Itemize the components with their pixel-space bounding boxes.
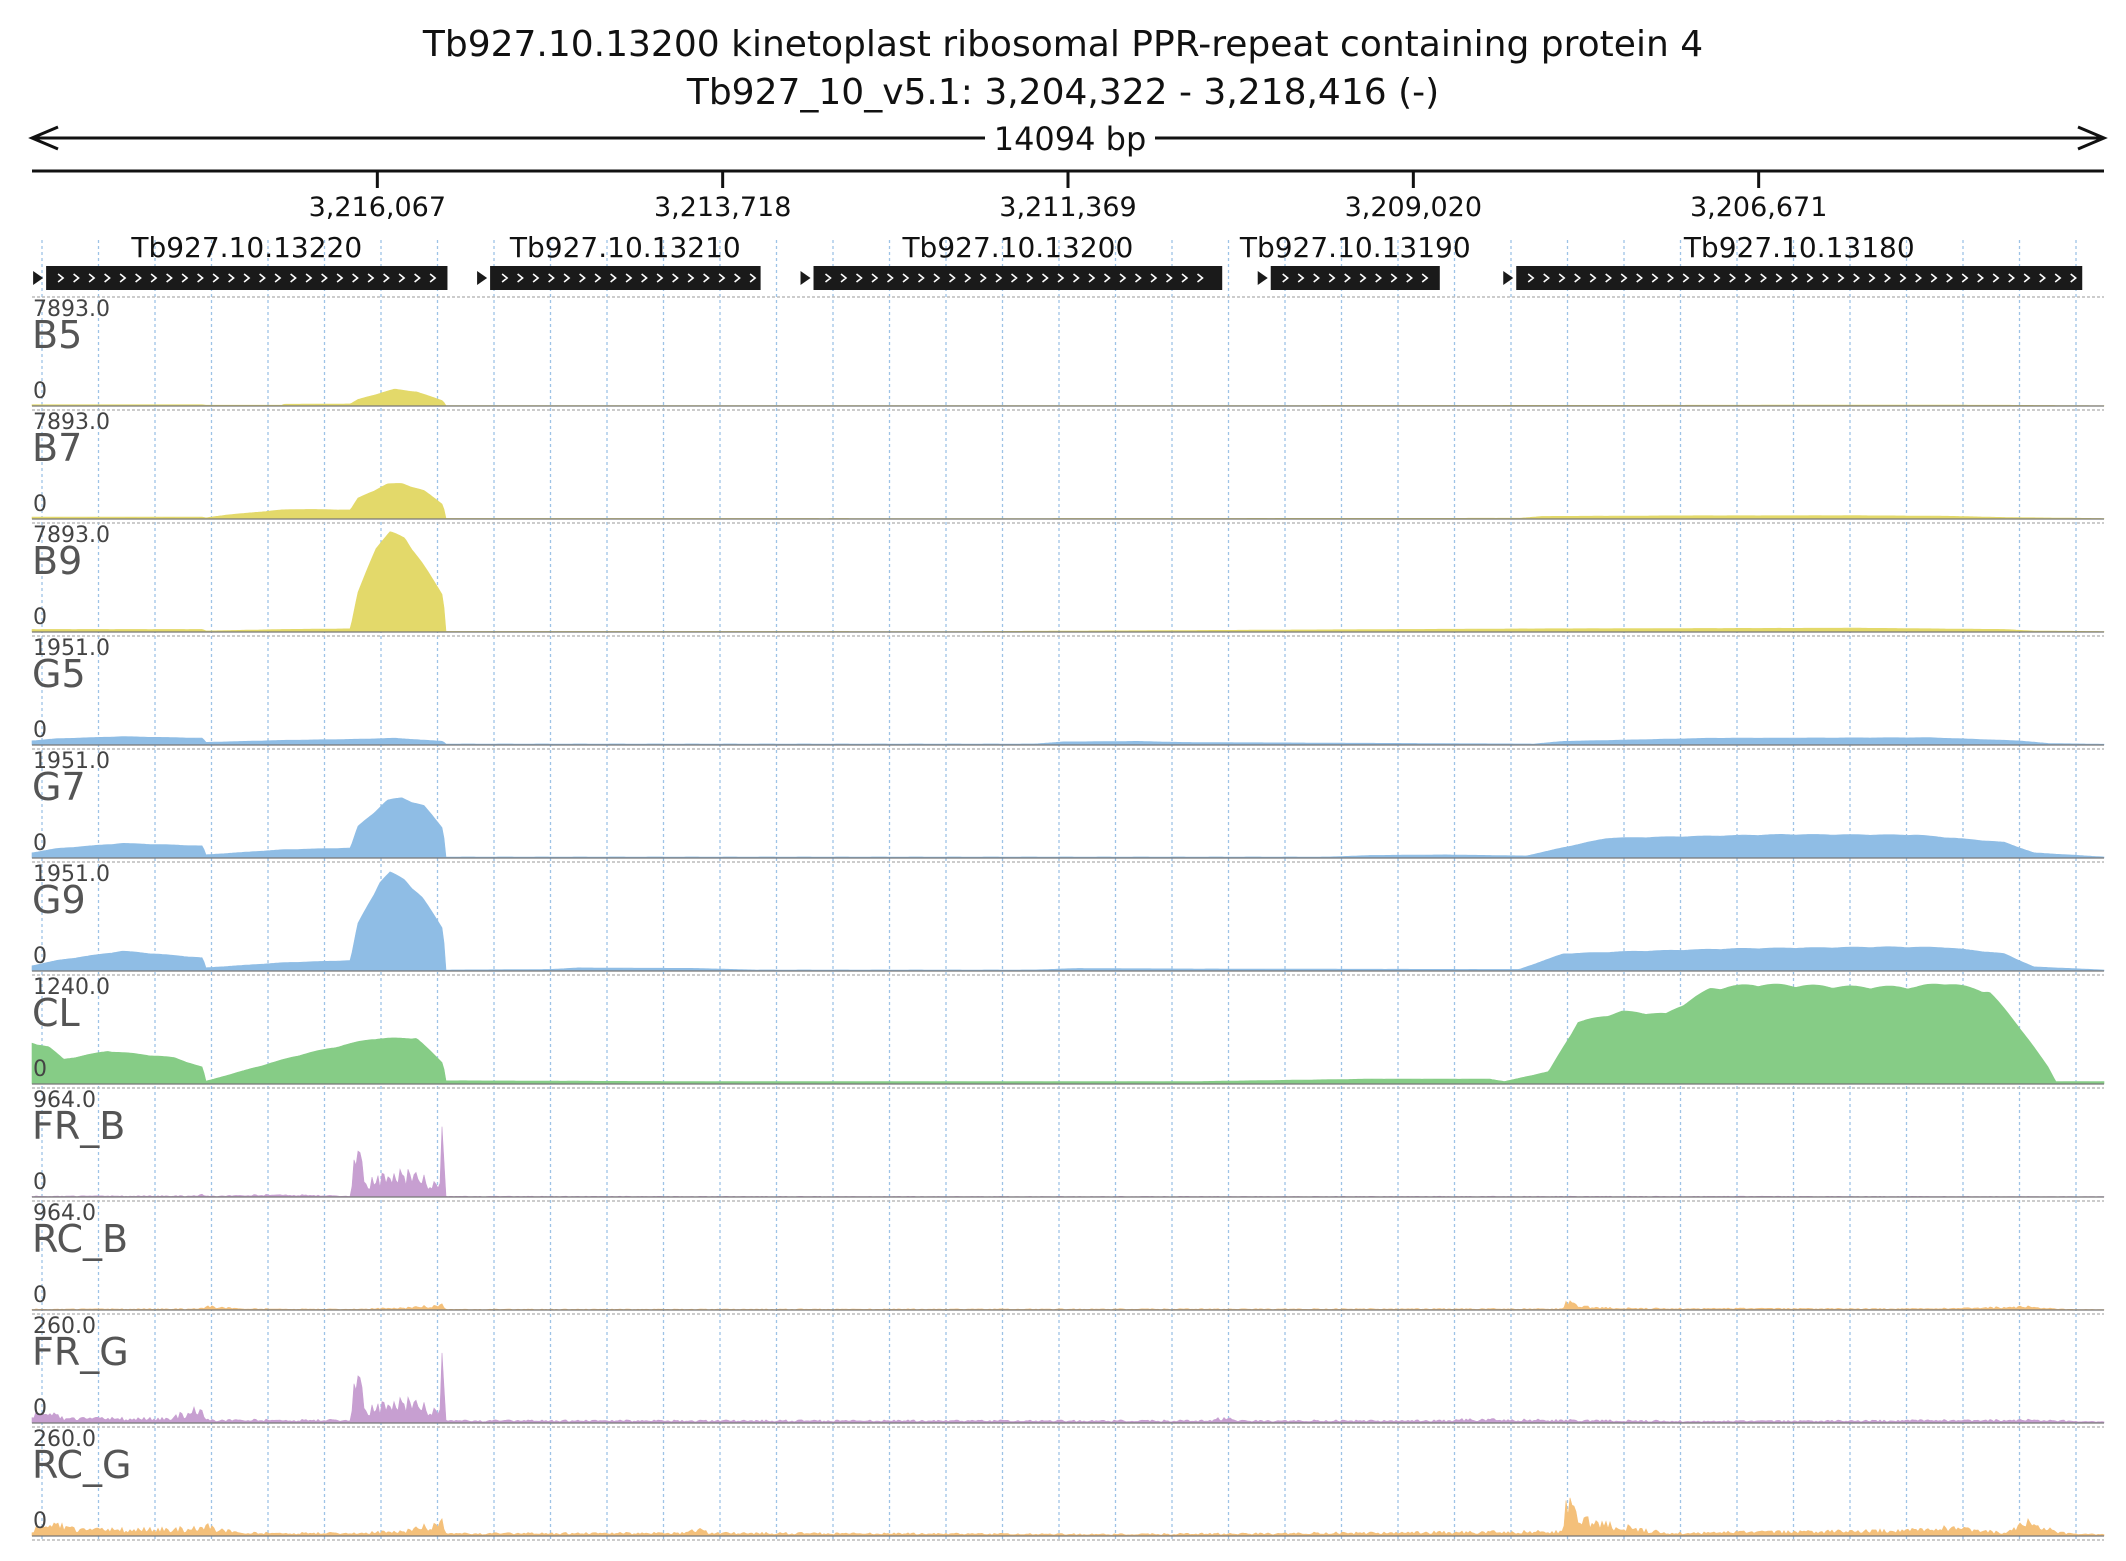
chart-title: Tb927.10.13200 kinetoplast ribosomal PPR… [422, 24, 1704, 65]
track-fr-g: 260.0FR_G 0 [31, 1313, 2105, 1424]
track-min-label: 0 [33, 1509, 47, 1534]
gene-start-arrow [477, 271, 488, 285]
track-min-label: 0 [33, 831, 47, 856]
gene-label: Tb927.10.13220 [130, 231, 362, 264]
span-arrow-right [2077, 125, 2108, 151]
track-name: G9 [32, 878, 86, 922]
gene-strand-chevrons [501, 273, 757, 283]
track-fr-b: 964.0FR_B 0 [31, 1087, 2105, 1198]
track-min-label: 0 [33, 492, 47, 517]
coverage-area [31, 983, 2105, 1085]
track-name: FR_B [32, 1104, 125, 1148]
ruler-tick-label: 3,209,020 [1345, 192, 1482, 223]
track-g5: 1951.0G5 0 [31, 635, 2105, 746]
track-name: RC_B [32, 1217, 128, 1261]
track-max-label: 7893.0 [33, 297, 110, 322]
track-min-label: 0 [33, 944, 47, 969]
track-name: RC_G [32, 1443, 132, 1487]
gene-label: Tb927.10.13210 [509, 231, 741, 264]
gene-strand-chevrons [1527, 273, 2077, 283]
track-b9: 7893.0B9 0 [31, 522, 2105, 633]
gene-label: Tb927.10.13190 [1239, 231, 1471, 264]
track-cl: 1240.0CL 0 [31, 974, 2105, 1085]
gene-strand-chevrons [57, 273, 437, 283]
scale-ruler: 14094 bp 3,216,067 3,213,718 3,211,369 3,209… [28, 120, 2108, 223]
track-min-label: 0 [33, 718, 47, 743]
gene-start-arrow [1257, 271, 1268, 285]
gene-start-arrow [800, 271, 811, 285]
gene-label: Tb927.10.13180 [1683, 231, 1915, 264]
coverage-area [31, 1497, 2105, 1537]
coverage-area [31, 1126, 2105, 1198]
gene-bar [46, 266, 448, 290]
track-max-label: 7893.0 [33, 410, 110, 435]
ruler-tick-label: 3,216,067 [309, 192, 446, 223]
track-g7: 1951.0G7 0 [31, 748, 2105, 859]
track-max-label: 260.0 [33, 1427, 96, 1452]
coverage-area [31, 736, 2105, 746]
track-rc-b: 964.0RC_B 0 [31, 1200, 2105, 1311]
track-min-label: 0 [33, 605, 47, 630]
track-name: B9 [32, 539, 82, 583]
gene-bar [813, 266, 1223, 290]
track-name: FR_G [32, 1330, 129, 1374]
track-g9: 1951.0G9 0 [31, 861, 2105, 972]
coverage-area [31, 1300, 2105, 1311]
track-min-label: 0 [33, 1283, 47, 1308]
track-max-label: 7893.0 [33, 523, 110, 548]
coverage-area [31, 531, 2105, 633]
track-max-label: 260.0 [33, 1314, 96, 1339]
track-max-label: 964.0 [33, 1201, 96, 1226]
chart-subtitle: Tb927_10_v5.1: 3,204,322 - 3,218,416 (-) [686, 72, 1440, 113]
track-min-label: 0 [33, 379, 47, 404]
gene-bar [490, 266, 761, 290]
track-b5: 7893.0B5 0 [31, 296, 2105, 407]
gene-strand-chevrons [825, 273, 1204, 283]
track-name: G5 [32, 652, 86, 696]
gene-label: Tb927.10.13200 [901, 231, 1133, 264]
vertical-gridlines [41, 240, 2077, 1540]
gene-start-arrow [1503, 271, 1514, 285]
coverage-area [31, 1352, 2105, 1424]
track-max-label: 1240.0 [33, 975, 110, 1000]
ruler-tick-label: 3,206,671 [1690, 192, 1827, 223]
track-max-label: 964.0 [33, 1088, 96, 1113]
ruler-tick-label: 3,213,718 [654, 192, 791, 223]
coverage-area [31, 797, 2105, 859]
gene-strand-chevrons [1282, 273, 1429, 283]
track-name: CL [32, 991, 80, 1035]
track-b7: 7893.0B7 0 [31, 409, 2105, 520]
track-name: B7 [32, 426, 82, 470]
track-max-label: 1951.0 [33, 636, 110, 661]
track-name: B5 [32, 313, 82, 357]
gene-bar [1270, 266, 1440, 290]
track-min-label: 0 [33, 1170, 47, 1195]
gene-start-arrow [33, 271, 44, 285]
track-min-label: 0 [33, 1057, 47, 1082]
coverage-area [31, 871, 2105, 972]
track-name: G7 [32, 765, 86, 809]
track-min-label: 0 [33, 1396, 47, 1421]
span-label: 14094 bp [994, 120, 1147, 158]
ruler-tick-label: 3,211,369 [999, 192, 1136, 223]
gene-track: Tb927.10.13220 Tb927.10.13210 Tb927.10.132… [33, 231, 2083, 290]
coverage-tracks: 7893.0B507893.0B707893.0B901951.0G501951… [31, 296, 2105, 1541]
track-max-label: 1951.0 [33, 749, 110, 774]
span-arrow-left [28, 125, 59, 151]
track-max-label: 1951.0 [33, 862, 110, 887]
track-rc-g: 260.0RC_G 0 [31, 1426, 2105, 1537]
